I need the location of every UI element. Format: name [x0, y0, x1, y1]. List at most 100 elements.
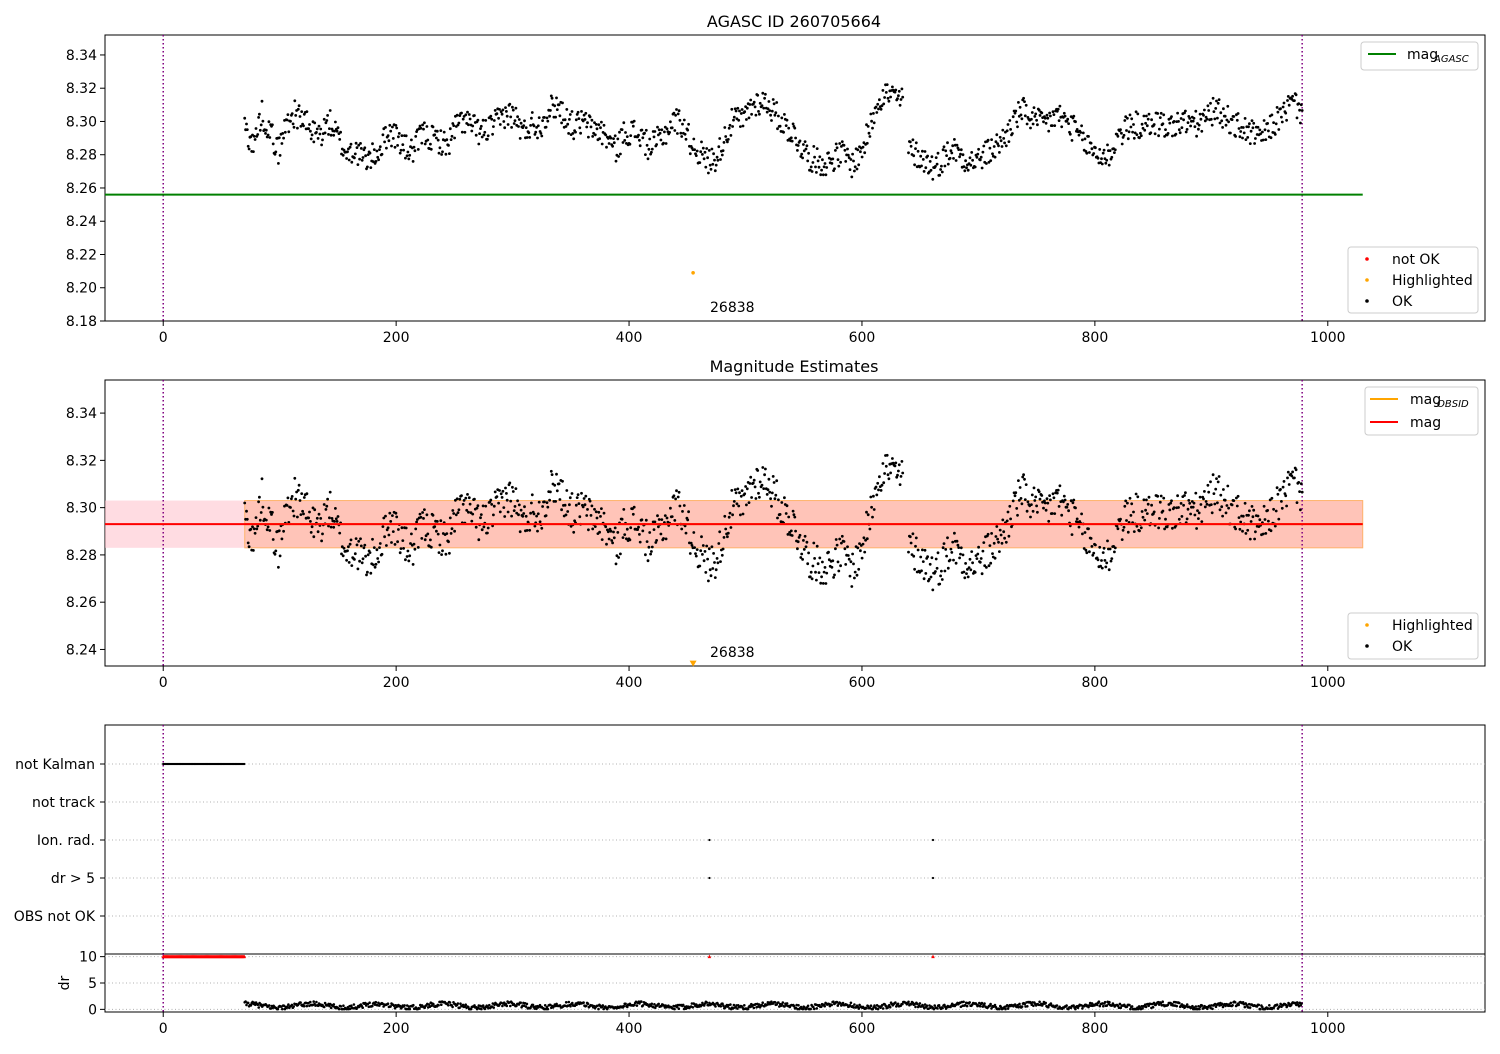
- ok-point: [843, 148, 847, 152]
- ok-point: [920, 569, 923, 573]
- ok-point: [824, 582, 828, 585]
- ok-point: [955, 539, 959, 543]
- ok-point: [730, 489, 734, 492]
- ok-point: [347, 561, 351, 564]
- ok-point: [333, 129, 336, 133]
- ok-point: [1088, 151, 1091, 154]
- ok-point: [1186, 121, 1190, 124]
- dr-point: [339, 1005, 343, 1008]
- ok-point: [761, 91, 765, 95]
- ok-point: [1147, 495, 1151, 499]
- dr-point: [1049, 1002, 1053, 1005]
- ok-point: [898, 483, 902, 486]
- ok-point: [510, 126, 513, 129]
- ok-point: [995, 133, 999, 137]
- ok-point: [853, 576, 856, 580]
- ok-point: [621, 141, 625, 144]
- ok-point: [783, 113, 786, 116]
- ok-point: [748, 103, 752, 106]
- ok-point: [491, 132, 494, 136]
- ok-point: [810, 170, 814, 173]
- ok-point: [1090, 147, 1094, 151]
- ok-point: [1227, 506, 1230, 510]
- ok-point: [418, 124, 422, 128]
- panel-magnitude-legend-lines: mag OBSID mag: [1364, 386, 1479, 436]
- ok-point: [258, 495, 261, 499]
- ok-point: [1195, 134, 1198, 138]
- ok-point: [883, 472, 886, 475]
- ok-point: [1134, 110, 1138, 114]
- ok-point: [489, 498, 493, 502]
- ok-point: [322, 503, 326, 506]
- ok-point: [1193, 125, 1197, 129]
- ok-point: [1206, 104, 1210, 108]
- ok-point: [1177, 506, 1180, 509]
- ok-point: [758, 495, 761, 499]
- ok-point: [264, 128, 268, 132]
- ok-point: [587, 528, 590, 532]
- ok-point: [444, 152, 448, 156]
- ok-point: [1001, 518, 1005, 522]
- ok-point: [825, 571, 829, 575]
- ok-point: [278, 554, 282, 558]
- ok-point: [1075, 517, 1079, 521]
- ok-point: [934, 557, 938, 561]
- ok-point: [987, 160, 991, 164]
- ok-point: [544, 125, 548, 129]
- ok-point: [686, 518, 690, 522]
- ok-point: [1119, 517, 1122, 521]
- ok-point: [327, 524, 330, 528]
- ok-point: [1046, 116, 1050, 120]
- ok-point: [1102, 546, 1106, 550]
- ok-point: [1188, 501, 1192, 505]
- ok-point: [975, 557, 979, 560]
- ok-point: [1210, 511, 1214, 515]
- ok-point: [847, 156, 851, 160]
- ok-point: [716, 158, 720, 162]
- ok-point: [914, 536, 918, 540]
- dr-point: [1200, 1004, 1204, 1007]
- ok-point: [294, 497, 298, 501]
- dr-point: [246, 1001, 250, 1005]
- dr-point: [408, 1007, 412, 1011]
- ok-point: [1205, 502, 1209, 506]
- ok-point: [346, 549, 349, 553]
- ok-point: [715, 557, 719, 560]
- dr-point: [1074, 1007, 1077, 1011]
- ok-point: [1113, 151, 1116, 155]
- ok-point: [1143, 128, 1147, 132]
- ok-point: [312, 140, 316, 144]
- ok-point: [796, 149, 799, 152]
- ok-point: [1203, 108, 1206, 112]
- ok-point: [243, 116, 247, 120]
- ok-point: [871, 515, 874, 519]
- ok-point: [502, 506, 506, 509]
- ok-point: [1219, 111, 1223, 115]
- ok-point: [462, 499, 466, 502]
- dr-point: [458, 1006, 461, 1009]
- ok-point: [1239, 520, 1243, 524]
- dr-point: [281, 1007, 284, 1011]
- ok-point: [684, 137, 688, 141]
- ok-point: [946, 141, 949, 145]
- ok-point: [394, 511, 398, 515]
- ok-point: [1110, 557, 1114, 560]
- ok-point: [894, 88, 898, 92]
- ok-point: [1280, 120, 1284, 124]
- dr-point: [473, 1004, 476, 1007]
- ok-point: [1216, 480, 1220, 484]
- ok-point: [660, 518, 664, 521]
- ok-point: [1248, 537, 1252, 541]
- ok-point: [817, 571, 821, 574]
- dr-point: [459, 1002, 462, 1005]
- ok-point: [433, 133, 437, 137]
- flag-row-label: not track: [32, 795, 96, 811]
- ok-point: [260, 99, 264, 103]
- ok-point: [1143, 518, 1147, 522]
- ok-point: [525, 529, 529, 532]
- ok-point: [1249, 129, 1253, 133]
- ok-point: [1182, 118, 1185, 122]
- ok-point: [908, 535, 912, 539]
- ok-point: [422, 127, 425, 131]
- ok-point: [450, 134, 454, 138]
